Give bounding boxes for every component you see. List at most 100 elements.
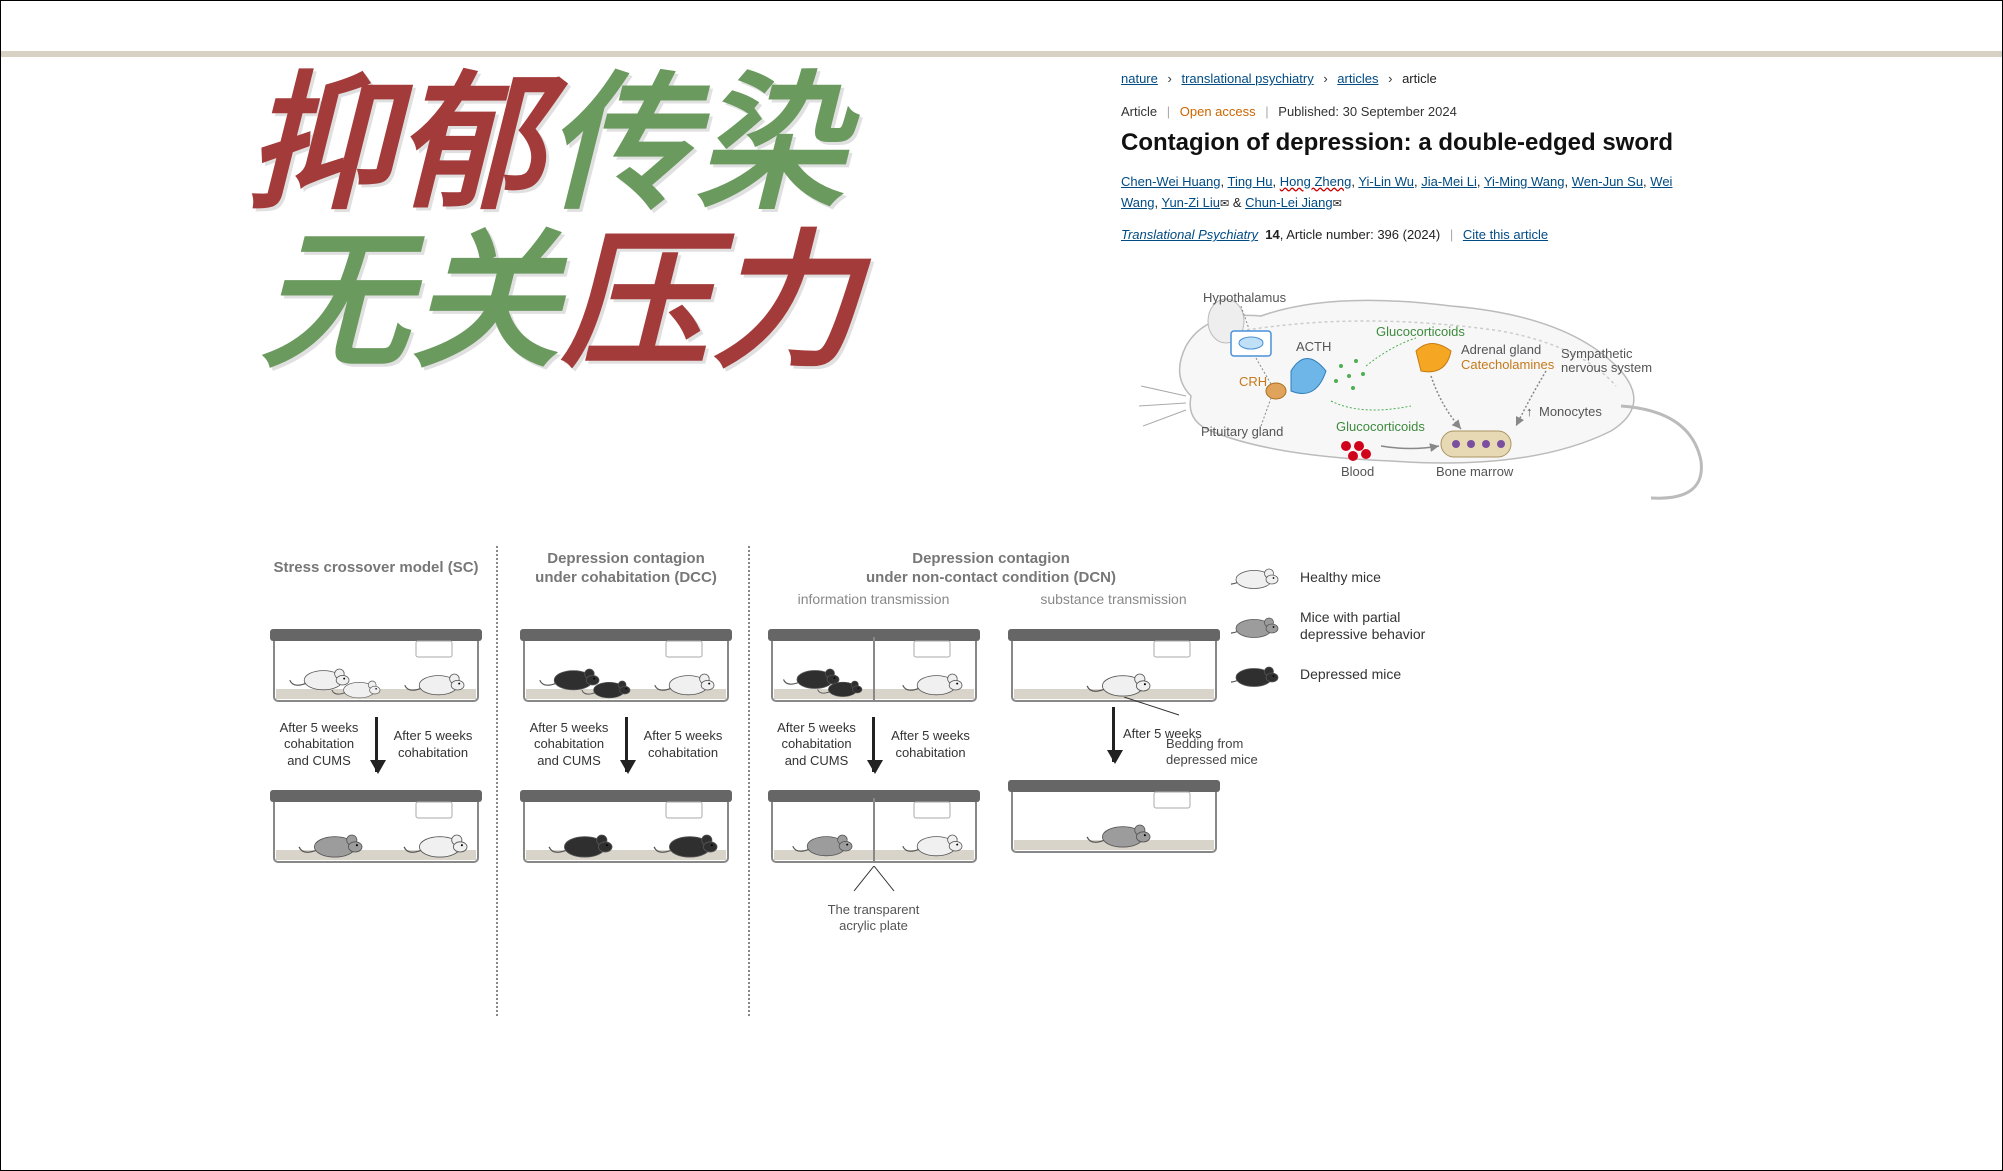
sub-title-info: information transmission (798, 591, 950, 611)
headline-line-1: 抑郁传染 (246, 71, 1066, 219)
published-label: Published: (1278, 104, 1339, 119)
published-date: 30 September 2024 (1343, 104, 1457, 119)
breadcrumb-link[interactable]: translational psychiatry (1181, 71, 1313, 86)
author-link[interactable]: Chun-Lei Jiang (1245, 195, 1332, 210)
legend-label: Mice with partial depressive behavior (1300, 609, 1425, 643)
chevron-right-icon: › (1388, 71, 1392, 86)
down-arrow-icon (1112, 707, 1115, 762)
bedding-note: Bedding from depressed mice (1166, 736, 1258, 767)
label-hypothalamus: Hypothalamus (1203, 290, 1287, 305)
cn-char: 无 (261, 220, 411, 385)
cn-char: 传 (546, 62, 696, 227)
cage-divided-icon (764, 619, 984, 709)
label-monocytes-text: Monocytes (1539, 404, 1602, 419)
author-link[interactable]: Hong Zheng (1280, 174, 1352, 189)
cn-char: 郁 (396, 62, 546, 227)
breadcrumb: nature › translational psychiatry › arti… (1121, 71, 1681, 86)
legend-item: Depressed mice (1231, 659, 1461, 691)
journal-reference: Translational Psychiatry 14, Article num… (1121, 227, 1681, 242)
arrow-label: After 5 weeks cohabitation and CUMS (272, 720, 367, 769)
model-title-dcc: Depression contagion under cohabitation … (535, 546, 717, 591)
label-glucocorticoids-1: Glucocorticoids (1376, 324, 1465, 339)
arrow-block: After 5 weeks cohabitation and CUMS Afte… (764, 717, 984, 772)
label-pituitary: Pituitary gland (1201, 424, 1283, 439)
author-link[interactable]: Jia-Mei Li (1421, 174, 1477, 189)
legend-item: Healthy mice (1231, 561, 1461, 593)
label-catecholamines: Catecholamines (1461, 357, 1555, 372)
cage-icon (1004, 770, 1224, 860)
legend-label: Depressed mice (1300, 666, 1401, 683)
cite-link[interactable]: Cite this article (1463, 227, 1548, 242)
headline-cn: 抑郁传染 无关压力 (246, 71, 1066, 377)
label-crh: CRH (1239, 374, 1267, 389)
author-link[interactable]: Yun-Zi Liu (1161, 195, 1220, 210)
author-link[interactable]: Yi-Ming Wang (1484, 174, 1565, 189)
breadcrumb-current: article (1402, 71, 1437, 86)
divider: | (1265, 104, 1268, 119)
label-sympathetic-1: Sympathetic (1561, 346, 1633, 361)
down-arrow-icon (872, 717, 875, 772)
mail-icon: ✉ (1333, 196, 1342, 214)
arrow-label: After 5 weeks cohabitation and CUMS (769, 720, 864, 769)
paper-header: nature › translational psychiatry › arti… (1121, 71, 1681, 252)
arrow-block: After 5 weeks cohabitation and CUMS Afte… (266, 717, 486, 772)
acrylic-plate-note: The transparent acrylic plate (828, 902, 920, 933)
mouse-icon (1231, 610, 1286, 642)
legend-label: Healthy mice (1300, 569, 1381, 586)
down-arrow-icon (625, 717, 628, 772)
cage-icon (516, 780, 736, 870)
breadcrumb-link[interactable]: articles (1337, 71, 1378, 86)
model-title-dcn: Depression contagion under non-contact c… (756, 546, 1226, 591)
experimental-models-figure: Stress crossover model (SC) After 5 week… (256, 546, 1696, 1036)
cage-divided-icon (764, 780, 984, 870)
journal-link[interactable]: Translational Psychiatry (1121, 227, 1258, 242)
article-number-label: , Article number: (1280, 227, 1374, 242)
cage-icon (516, 619, 736, 709)
cn-char: 关 (411, 220, 561, 385)
open-access-badge: Open access (1180, 104, 1256, 119)
model-title-sc: Stress crossover model (SC) (273, 546, 478, 591)
legend-item: Mice with partial depressive behavior (1231, 609, 1461, 643)
volume: 14 (1265, 227, 1279, 242)
down-arrow-icon (375, 717, 378, 772)
label-sympathetic-2: nervous system (1561, 360, 1652, 375)
mouse-icon (1231, 561, 1286, 593)
arrow-label: After 5 weeks cohabitation (883, 728, 978, 761)
arrow-label: After 5 weeks cohabitation and CUMS (522, 720, 617, 769)
headline-line-2: 无关压力 (261, 229, 1066, 377)
pointer-line (814, 866, 934, 896)
arrow-label: After 5 weeks cohabitation (386, 728, 481, 761)
label-adrenal: Adrenal gland (1461, 342, 1541, 357)
cn-char: 染 (696, 62, 846, 227)
chevron-right-icon: › (1168, 71, 1172, 86)
author-list: Chen-Wei Huang, Ting Hu, Hong Zheng, Yi-… (1121, 172, 1681, 214)
paper-title: Contagion of depression: a double-edged … (1121, 129, 1681, 158)
mail-icon: ✉ (1220, 196, 1229, 214)
cage-icon (266, 619, 486, 709)
article-meta: Article | Open access | Published: 30 Se… (1121, 104, 1681, 119)
author-link[interactable]: Chen-Wei Huang (1121, 174, 1220, 189)
label-glucocorticoids-2: Glucocorticoids (1336, 419, 1425, 434)
article-number: 396 (2024) (1377, 227, 1440, 242)
divider: | (1450, 227, 1453, 242)
breadcrumb-link[interactable]: nature (1121, 71, 1158, 86)
top-bar (1, 1, 2002, 57)
author-link[interactable]: Ting Hu (1227, 174, 1272, 189)
arrow-label: After 5 weeks cohabitation (636, 728, 731, 761)
cn-char: 压 (561, 220, 711, 385)
cage-icon (1004, 619, 1224, 709)
cage-icon (266, 780, 486, 870)
rat-anatomy-diagram: Hypothalamus Pituitary gland CRH ACTH Gl… (1131, 276, 1711, 511)
mouse-icon (1231, 659, 1286, 691)
article-type: Article (1121, 104, 1157, 119)
sub-title-substance: substance transmission (1040, 591, 1186, 611)
label-acth: ACTH (1296, 339, 1331, 354)
arrow-block: After 5 weeks cohabitation and CUMS Afte… (516, 717, 736, 772)
author-link[interactable]: Wen-Jun Su (1572, 174, 1643, 189)
legend: Healthy mice Mice with partial depressiv… (1231, 561, 1461, 707)
chevron-right-icon: › (1323, 71, 1327, 86)
author-prefix: & (1233, 195, 1245, 210)
author-link[interactable]: Yi-Lin Wu (1358, 174, 1414, 189)
cn-char: 抑 (246, 62, 396, 227)
cn-char: 力 (711, 220, 861, 385)
